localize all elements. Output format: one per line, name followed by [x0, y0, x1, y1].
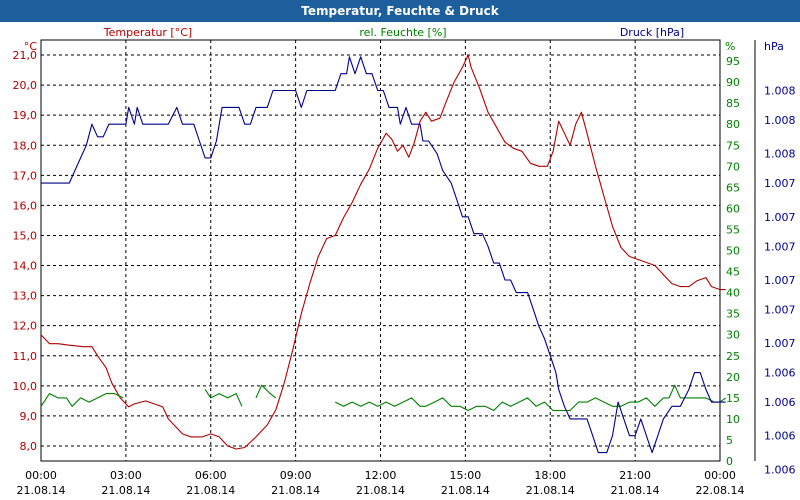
temperature-tick-label: 13,0: [13, 290, 38, 303]
temperature-tick-label: 21,0: [13, 49, 38, 62]
pressure-tick-label: 1.007: [764, 211, 796, 224]
humidity-tick-label: 25: [726, 350, 740, 363]
x-tick-time: 15:00: [450, 469, 482, 482]
x-tick-date: 21.08.14: [611, 484, 660, 497]
temperature-tick-label: 17,0: [13, 169, 38, 182]
x-tick-date: 21.08.14: [101, 484, 150, 497]
x-tick-time: 06:00: [195, 469, 227, 482]
temperature-tick-label: 8,0: [20, 440, 38, 453]
x-tick-time: 18:00: [534, 469, 566, 482]
x-tick-date: 22.08.14: [696, 484, 745, 497]
humidity-tick-label: 5: [726, 434, 733, 447]
humidity-tick-label: 40: [726, 287, 740, 300]
humidity-tick-label: 60: [726, 202, 740, 215]
series-lines: [40, 54, 727, 454]
pressure-tick-label: 1.007: [764, 240, 796, 253]
legend-humidity: rel. Feuchte [%]: [359, 26, 446, 39]
humidity-tick-label: 0: [726, 455, 733, 468]
humidity-tick-label: 35: [726, 308, 740, 321]
temperature-tick-label: 14,0: [13, 260, 38, 273]
pressure-tick-label: 1.007: [764, 303, 796, 316]
humidity-line: [204, 389, 243, 407]
weather-chart: °C % hPa Temperatur [°C] rel. Feuchte [%…: [13, 26, 796, 497]
humidity-tick-label: 30: [726, 329, 740, 342]
x-tick-date: 21.08.14: [17, 484, 66, 497]
grid-lines: [41, 40, 720, 461]
humidity-line: [255, 384, 277, 399]
humidity-tick-label: 55: [726, 223, 740, 236]
humidity-tick-label: 90: [726, 76, 740, 89]
x-tick-time: 09:00: [280, 469, 312, 482]
x-tick-time: 00:00: [704, 469, 736, 482]
window-title: Temperatur, Feuchte & Druck: [0, 0, 800, 22]
pressure-tick-label: 1.007: [764, 177, 796, 190]
legend-pressure: Druck [hPa]: [620, 26, 684, 39]
humidity-tick-label: 15: [726, 392, 740, 405]
x-tick-time: 03:00: [110, 469, 142, 482]
temperature-tick-label: 16,0: [13, 199, 38, 212]
x-tick-date: 21.08.14: [186, 484, 235, 497]
temperature-tick-label: 11,0: [13, 350, 38, 363]
pressure-tick-label: 1.006: [764, 430, 796, 443]
humidity-tick-label: 20: [726, 371, 740, 384]
humidity-tick-label: 95: [726, 55, 740, 68]
pressure-unit-label: hPa: [764, 40, 784, 53]
humidity-tick-label: 85: [726, 97, 740, 110]
pressure-tick-label: 1.007: [764, 337, 796, 350]
humidity-tick-label: 50: [726, 245, 740, 258]
temperature-tick-label: 15,0: [13, 229, 38, 242]
temperature-tick-label: 10,0: [13, 380, 38, 393]
x-tick-time: 00:00: [25, 469, 57, 482]
temperature-tick-label: 9,0: [20, 410, 38, 423]
humidity-line: [40, 393, 124, 407]
temperature-tick-label: 20,0: [13, 79, 38, 92]
pressure-tick-label: 1.008: [764, 148, 796, 161]
humidity-unit-label: %: [725, 40, 735, 53]
x-tick-date: 21.08.14: [526, 484, 575, 497]
x-tick-date: 21.08.14: [441, 484, 490, 497]
pressure-tick-label: 1.008: [764, 114, 796, 127]
temperature-tick-label: 18,0: [13, 139, 38, 152]
x-tick-time: 21:00: [619, 469, 651, 482]
plot-frame: [40, 39, 721, 462]
pressure-line: [41, 56, 726, 454]
humidity-tick-label: 75: [726, 139, 740, 152]
x-tick-date: 21.08.14: [356, 484, 405, 497]
humidity-tick-label: 45: [726, 266, 740, 279]
x-tick-date: 21.08.14: [271, 484, 320, 497]
temperature-unit-label: °C: [24, 40, 38, 53]
temperature-line: [40, 54, 726, 450]
legend-temperature: Temperatur [°C]: [103, 26, 192, 39]
humidity-tick-label: 70: [726, 160, 740, 173]
pressure-tick-label: 1.007: [764, 274, 796, 287]
temperature-tick-label: 19,0: [13, 109, 38, 122]
humidity-tick-label: 65: [726, 181, 740, 194]
axis-ticks: 00:00 21.08.14 03:00 21.08.14 06:00 21.08.14 0…: [13, 49, 796, 497]
humidity-line: [334, 384, 727, 412]
pressure-tick-label: 1.006: [764, 367, 796, 380]
pressure-tick-label: 1.008: [764, 85, 796, 98]
x-tick-time: 12:00: [365, 469, 397, 482]
pressure-tick-label: 1.006: [764, 396, 796, 409]
pressure-tick-label: 1.006: [764, 463, 796, 476]
humidity-tick-label: 80: [726, 118, 740, 131]
humidity-tick-label: 10: [726, 413, 740, 426]
temperature-tick-label: 12,0: [13, 320, 38, 333]
